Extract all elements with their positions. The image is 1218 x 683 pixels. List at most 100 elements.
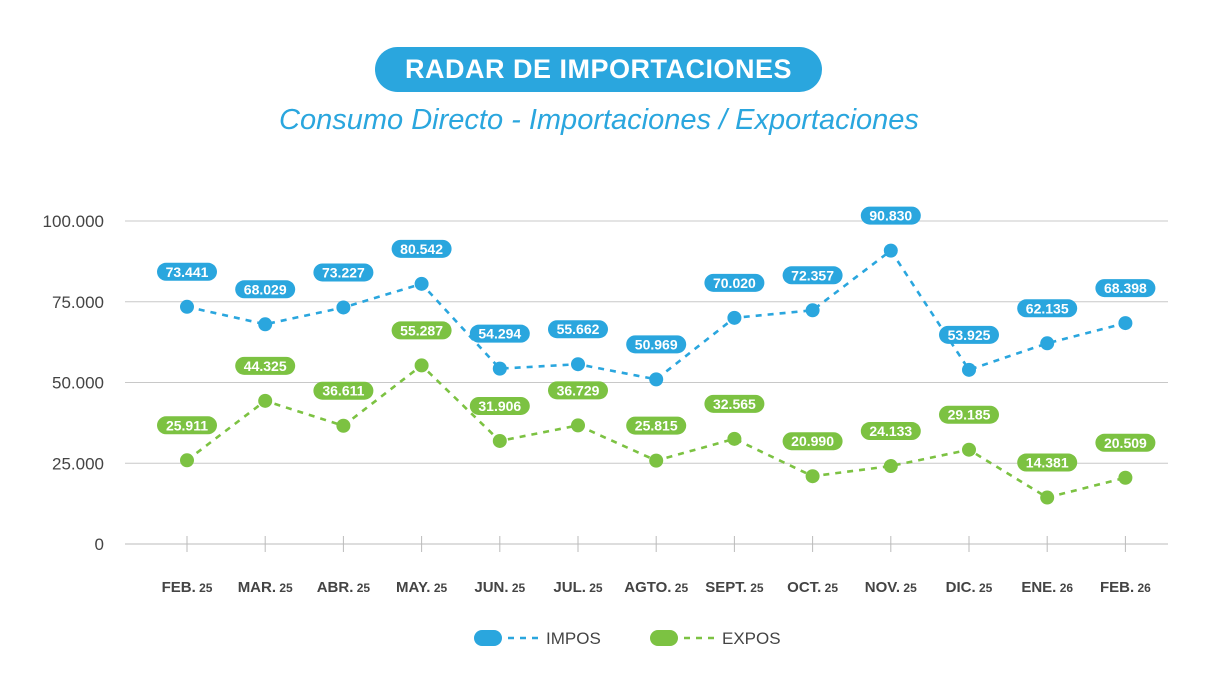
data-label: 80.542: [400, 241, 443, 257]
data-label: 55.662: [557, 321, 600, 337]
x-tick-month: JUL.: [553, 579, 586, 596]
legend-item-expos: EXPOS: [650, 629, 781, 648]
data-point: [571, 418, 585, 433]
data-point: [414, 276, 429, 291]
data-point: [492, 433, 507, 448]
x-tick-label: MAY. 25: [396, 579, 447, 596]
x-tick-year: 25: [976, 581, 993, 595]
series-expos: 25.911 44.325 36.611 55.287 31.906 36.729 25.8…: [157, 321, 1156, 505]
data-label-pill: [235, 356, 296, 375]
data-label: 73.441: [166, 264, 209, 280]
data-label-pill: [391, 321, 452, 340]
data-point: [649, 453, 664, 468]
data-label: 68.398: [1104, 280, 1147, 296]
data-label-pill: [626, 416, 687, 435]
data-label: 31.906: [478, 398, 521, 414]
data-point: [492, 361, 507, 376]
data-label: 55.287: [400, 322, 443, 338]
data-label-pill: [860, 206, 921, 225]
data-label: 24.133: [869, 423, 912, 439]
data-label: 73.227: [322, 264, 365, 280]
data-label: 70.020: [713, 275, 756, 291]
data-label-pill: [469, 324, 530, 343]
x-tick-month: DIC.: [946, 579, 976, 596]
data-label-pill: [391, 239, 452, 258]
x-tick-month: FEB.: [162, 579, 196, 596]
data-point: [962, 362, 976, 377]
y-tick-label: 50.000: [52, 374, 104, 393]
chart-title: RADAR DE IMPORTACIONES: [404, 54, 792, 84]
x-tick-month: OCT.: [787, 579, 821, 596]
legend-label: EXPOS: [722, 629, 781, 648]
y-tick-label: 25.000: [52, 454, 104, 473]
data-label-pill: [235, 280, 296, 299]
data-point: [727, 310, 742, 325]
x-tick-year: 26: [1134, 581, 1151, 595]
data-label: 54.294: [478, 326, 521, 342]
x-tick-year: 25: [509, 581, 526, 595]
data-label: 68.029: [244, 281, 287, 297]
chart-subtitle: Consumo Directo - Importaciones / Export…: [279, 104, 919, 136]
legend-swatch: [474, 630, 502, 646]
x-tick-year: 25: [196, 581, 213, 595]
x-tick-year: 25: [900, 581, 917, 595]
x-tick-label: JUN. 25: [474, 579, 525, 596]
data-label: 36.729: [557, 382, 600, 398]
legend-swatch: [650, 630, 678, 646]
data-label-pill: [548, 320, 608, 339]
data-label-pill: [704, 273, 765, 292]
data-label-pill: [313, 263, 374, 282]
x-tick-month: SEPT.: [705, 579, 747, 596]
data-label: 25.911: [166, 417, 208, 433]
data-point: [1040, 336, 1055, 351]
x-tick-label: FEB. 25: [162, 579, 213, 596]
x-tick-year: 25: [821, 581, 838, 595]
data-point: [336, 418, 351, 433]
data-label: 14.381: [1026, 455, 1069, 471]
data-label: 72.357: [791, 267, 834, 283]
data-label: 25.815: [635, 418, 678, 434]
x-tick-label: NOV. 25: [865, 579, 917, 596]
series-impos: 73.441 68.029 73.227 80.542 54.294 55.662 50.9…: [157, 206, 1156, 387]
data-label-pill: [313, 381, 374, 400]
x-tick-month: MAR.: [238, 579, 276, 596]
data-label-pill: [782, 266, 843, 285]
y-tick-label: 75.000: [52, 293, 104, 312]
x-tick-month: MAY.: [396, 579, 430, 596]
x-tick-label: MAR. 25: [238, 579, 293, 596]
data-point: [336, 300, 351, 315]
data-label-pill: [939, 405, 999, 424]
x-tick-month: ABR.: [317, 579, 354, 596]
y-tick-label: 100.000: [43, 212, 104, 231]
x-tick-month: NOV.: [865, 579, 900, 596]
x-tick-month: ENE.: [1021, 579, 1056, 596]
data-label: 90.830: [869, 208, 912, 224]
data-label: 53.925: [948, 327, 991, 343]
x-tick-year: 25: [353, 581, 370, 595]
data-label-pill: [1017, 299, 1078, 318]
data-point: [883, 459, 898, 474]
x-tick-label: AGTO. 25: [624, 579, 688, 596]
data-label: 50.969: [635, 336, 678, 352]
title-badge: RADAR DE IMPORTACIONES: [375, 47, 822, 92]
data-label: 36.611: [322, 383, 364, 399]
data-point: [571, 357, 585, 372]
data-point: [962, 442, 976, 457]
data-label: 32.565: [713, 396, 756, 412]
data-point: [258, 317, 273, 332]
data-label: 20.990: [791, 433, 834, 449]
data-point: [1118, 470, 1133, 485]
x-tick-year: 25: [276, 581, 293, 595]
data-label-pill: [469, 396, 530, 415]
y-tick-label: 0: [95, 535, 104, 554]
x-tick-year: 25: [586, 581, 603, 595]
data-point: [414, 358, 429, 373]
x-tick-year: 25: [671, 581, 688, 595]
data-point: [258, 393, 273, 408]
data-label-pill: [1095, 433, 1156, 452]
x-tick-month: FEB.: [1100, 579, 1134, 596]
data-label: 44.325: [244, 358, 287, 374]
data-point: [1040, 490, 1055, 505]
data-label: 62.135: [1026, 300, 1069, 316]
